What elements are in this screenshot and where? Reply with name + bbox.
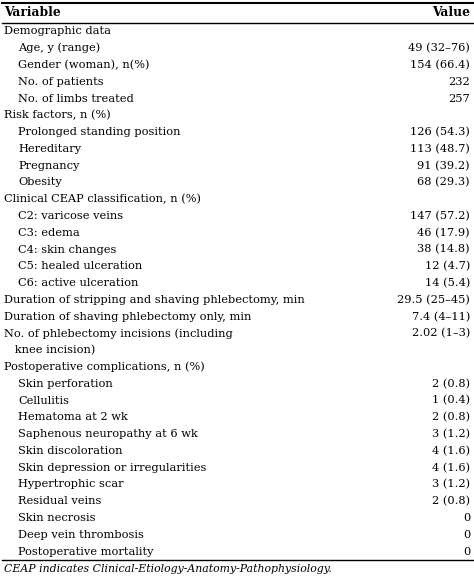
Text: Skin discoloration: Skin discoloration [18, 446, 122, 456]
Text: 29.5 (25–45): 29.5 (25–45) [397, 294, 470, 305]
Text: CEAP indicates Clinical-Etiology-Anatomy-Pathophysiology.: CEAP indicates Clinical-Etiology-Anatomy… [4, 564, 332, 574]
Text: 1 (0.4): 1 (0.4) [432, 395, 470, 406]
Text: 68 (29.3): 68 (29.3) [418, 178, 470, 187]
Text: Prolonged standing position: Prolonged standing position [18, 127, 181, 137]
Text: Cellulitis: Cellulitis [18, 396, 69, 406]
Text: Hematoma at 2 wk: Hematoma at 2 wk [18, 413, 128, 423]
Text: Hypertrophic scar: Hypertrophic scar [18, 480, 124, 489]
Text: Risk factors, n (%): Risk factors, n (%) [4, 110, 111, 120]
Text: Saphenous neuropathy at 6 wk: Saphenous neuropathy at 6 wk [18, 429, 198, 439]
Text: 46 (17.9): 46 (17.9) [418, 228, 470, 238]
Text: C2: varicose veins: C2: varicose veins [18, 211, 123, 221]
Text: 7.4 (4–11): 7.4 (4–11) [411, 311, 470, 322]
Text: Obesity: Obesity [18, 178, 62, 187]
Text: C5: healed ulceration: C5: healed ulceration [18, 261, 142, 271]
Text: C4: skin changes: C4: skin changes [18, 244, 117, 254]
Text: 3 (1.2): 3 (1.2) [432, 480, 470, 489]
Text: Postoperative mortality: Postoperative mortality [18, 546, 154, 556]
Text: Duration of stripping and shaving phlebectomy, min: Duration of stripping and shaving phlebe… [4, 295, 305, 305]
Text: knee incision): knee incision) [4, 345, 95, 356]
Text: Gender (woman), n(%): Gender (woman), n(%) [18, 60, 149, 70]
Text: No. of limbs treated: No. of limbs treated [18, 94, 134, 104]
Text: 126 (54.3): 126 (54.3) [410, 127, 470, 137]
Text: Age, y (range): Age, y (range) [18, 43, 100, 54]
Text: Variable: Variable [4, 6, 61, 20]
Text: 2.02 (1–3): 2.02 (1–3) [411, 328, 470, 339]
Text: Clinical CEAP classification, n (%): Clinical CEAP classification, n (%) [4, 194, 201, 204]
Text: 154 (66.4): 154 (66.4) [410, 60, 470, 70]
Text: Skin depression or irregularities: Skin depression or irregularities [18, 463, 206, 473]
Text: 3 (1.2): 3 (1.2) [432, 429, 470, 439]
Text: 49 (32–76): 49 (32–76) [408, 43, 470, 54]
Text: 12 (4.7): 12 (4.7) [425, 261, 470, 271]
Text: C6: active ulceration: C6: active ulceration [18, 278, 138, 288]
Text: 257: 257 [448, 94, 470, 104]
Text: 147 (57.2): 147 (57.2) [410, 211, 470, 221]
Text: Pregnancy: Pregnancy [18, 161, 79, 171]
Text: 232: 232 [448, 77, 470, 87]
Text: 91 (39.2): 91 (39.2) [418, 161, 470, 171]
Text: Postoperative complications, n (%): Postoperative complications, n (%) [4, 362, 205, 372]
Text: 2 (0.8): 2 (0.8) [432, 379, 470, 389]
Text: Value: Value [432, 6, 470, 20]
Text: 0: 0 [463, 530, 470, 540]
Text: No. of phlebectomy incisions (including: No. of phlebectomy incisions (including [4, 328, 233, 339]
Text: 2 (0.8): 2 (0.8) [432, 412, 470, 423]
Text: 14 (5.4): 14 (5.4) [425, 278, 470, 288]
Text: Skin necrosis: Skin necrosis [18, 513, 95, 523]
Text: C3: edema: C3: edema [18, 228, 80, 238]
Text: Deep vein thrombosis: Deep vein thrombosis [18, 530, 144, 540]
Text: 113 (48.7): 113 (48.7) [410, 144, 470, 154]
Text: 4 (1.6): 4 (1.6) [432, 463, 470, 473]
Text: Skin perforation: Skin perforation [18, 379, 113, 389]
Text: Duration of shaving phlebectomy only, min: Duration of shaving phlebectomy only, mi… [4, 312, 251, 322]
Text: 0: 0 [463, 513, 470, 523]
Text: Demographic data: Demographic data [4, 26, 111, 37]
Text: Hereditary: Hereditary [18, 144, 81, 154]
Text: 0: 0 [463, 546, 470, 556]
Text: 38 (14.8): 38 (14.8) [418, 244, 470, 255]
Text: No. of patients: No. of patients [18, 77, 104, 87]
Text: 2 (0.8): 2 (0.8) [432, 496, 470, 506]
Text: Residual veins: Residual veins [18, 496, 101, 506]
Text: 4 (1.6): 4 (1.6) [432, 446, 470, 456]
